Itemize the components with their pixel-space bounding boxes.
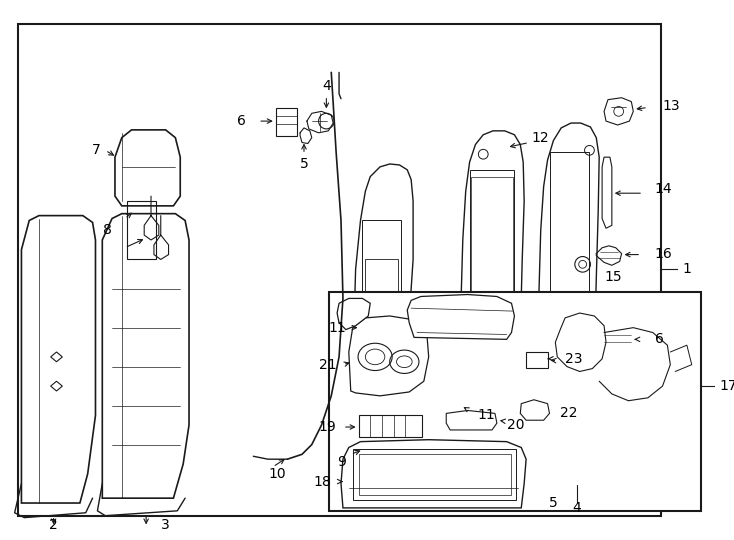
Bar bbox=[18, 24, 661, 516]
Bar bbox=[366, 259, 399, 328]
Text: 22: 22 bbox=[560, 407, 578, 421]
Text: 12: 12 bbox=[531, 131, 548, 145]
Text: 11: 11 bbox=[477, 408, 495, 422]
Polygon shape bbox=[349, 316, 429, 396]
Bar bbox=[358, 415, 422, 437]
Bar bbox=[604, 329, 631, 351]
Bar bbox=[550, 152, 589, 406]
Bar bbox=[363, 220, 401, 338]
Text: 5: 5 bbox=[549, 496, 558, 510]
Polygon shape bbox=[604, 98, 633, 125]
Polygon shape bbox=[446, 410, 497, 430]
Bar bbox=[276, 109, 297, 136]
Bar bbox=[470, 170, 515, 384]
Text: 9: 9 bbox=[337, 455, 346, 469]
Text: 14: 14 bbox=[655, 183, 672, 197]
Bar bbox=[358, 454, 511, 495]
Text: 2: 2 bbox=[49, 518, 58, 532]
Text: 4: 4 bbox=[322, 79, 331, 93]
Text: 20: 20 bbox=[506, 418, 524, 432]
Text: 15: 15 bbox=[604, 270, 622, 284]
Text: 23: 23 bbox=[565, 352, 583, 366]
Polygon shape bbox=[341, 440, 526, 508]
Text: 18: 18 bbox=[313, 475, 331, 489]
Polygon shape bbox=[115, 130, 181, 206]
Text: 19: 19 bbox=[319, 420, 336, 434]
Bar bbox=[526, 352, 548, 368]
Polygon shape bbox=[539, 123, 599, 483]
Text: 13: 13 bbox=[663, 98, 680, 112]
Polygon shape bbox=[354, 164, 413, 488]
Text: 11: 11 bbox=[328, 321, 346, 335]
Polygon shape bbox=[407, 294, 515, 339]
Text: 6: 6 bbox=[236, 114, 245, 128]
Bar bbox=[330, 292, 702, 511]
Text: 21: 21 bbox=[319, 357, 336, 372]
Text: 5: 5 bbox=[299, 157, 308, 171]
Text: 10: 10 bbox=[269, 467, 286, 481]
Bar bbox=[127, 201, 156, 259]
Bar bbox=[363, 357, 401, 435]
Text: 1: 1 bbox=[682, 262, 691, 276]
Polygon shape bbox=[102, 214, 189, 498]
Text: 4: 4 bbox=[573, 501, 581, 515]
Bar bbox=[470, 177, 514, 372]
Text: 17: 17 bbox=[719, 379, 734, 393]
Polygon shape bbox=[461, 131, 524, 493]
Text: 6: 6 bbox=[655, 332, 664, 346]
Text: 7: 7 bbox=[92, 143, 101, 157]
Text: 16: 16 bbox=[655, 247, 672, 261]
Polygon shape bbox=[602, 157, 612, 228]
Text: 8: 8 bbox=[103, 223, 112, 237]
Polygon shape bbox=[21, 215, 95, 503]
Polygon shape bbox=[337, 299, 370, 329]
Text: 3: 3 bbox=[161, 518, 170, 532]
Bar bbox=[353, 449, 517, 500]
